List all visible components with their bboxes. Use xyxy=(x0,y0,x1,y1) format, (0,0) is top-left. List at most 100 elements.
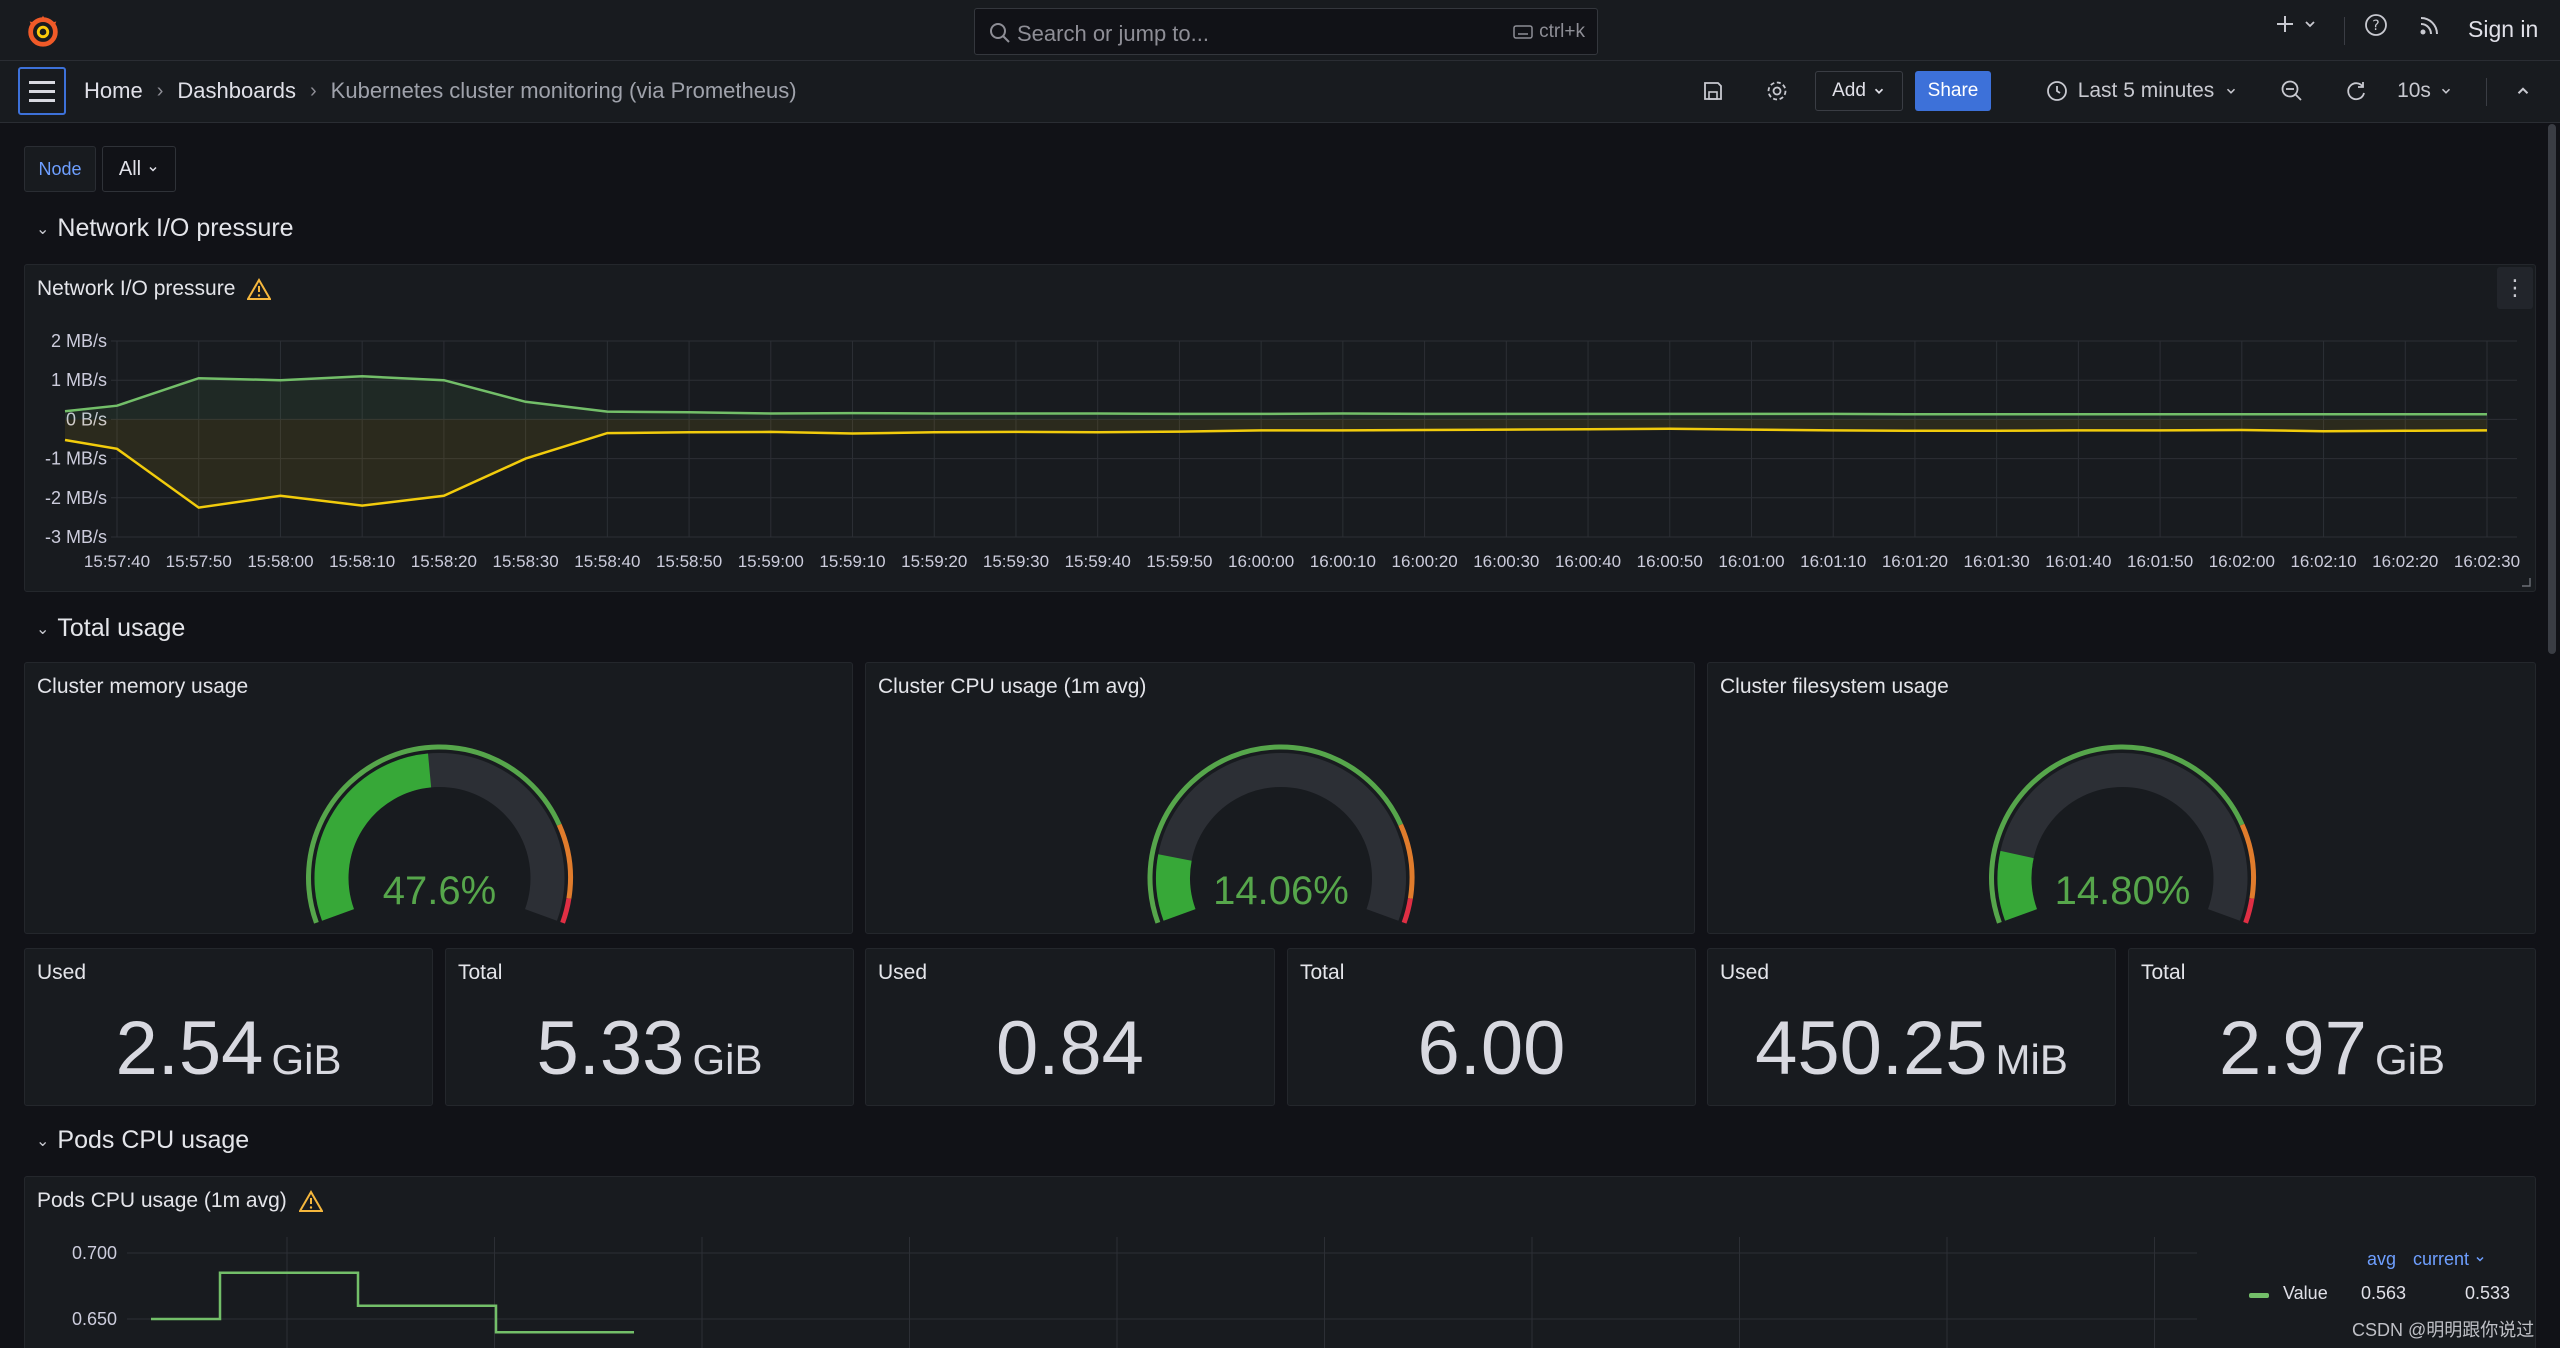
page-scrollbar[interactable] xyxy=(2548,124,2556,654)
panel-menu-icon[interactable]: ⋮ xyxy=(2497,267,2533,309)
new-menu-button[interactable] xyxy=(2274,13,2318,35)
breadcrumb-home[interactable]: Home xyxy=(84,78,143,103)
stat-unit: GiB xyxy=(2374,1036,2445,1083)
warning-icon[interactable] xyxy=(247,278,272,300)
y-tick-label: -1 MB/s xyxy=(45,449,107,469)
x-tick-label: 15:58:50 xyxy=(656,552,722,571)
x-tick-label: 16:01:10 xyxy=(1800,552,1866,571)
stat-number: 2.97 xyxy=(2219,1006,2367,1091)
y-tick-label: -2 MB/s xyxy=(45,488,107,508)
panel-cpu-used: Used 0.84 xyxy=(865,948,1275,1106)
collapse-toolbar-button[interactable] xyxy=(2506,71,2540,111)
row-pods-cpu[interactable]: ⌄ Pods CPU usage xyxy=(36,1126,249,1155)
chevron-down-icon xyxy=(149,166,157,172)
panel-filesystem-total: Total 2.97 GiB xyxy=(2128,948,2536,1106)
node-variable-select[interactable]: All xyxy=(102,146,176,192)
dashboard-nav-bar: Home › Dashboards › Kubernetes cluster m… xyxy=(0,61,2560,123)
add-button-label: Add xyxy=(1832,80,1866,101)
y-tick-label: 1 MB/s xyxy=(51,370,107,390)
x-tick-label: 16:01:30 xyxy=(1964,552,2030,571)
help-circle-icon: ? xyxy=(2365,14,2387,36)
memory-gauge: 47.6% xyxy=(306,744,573,924)
x-tick-label: 16:01:50 xyxy=(2127,552,2193,571)
x-tick-label: 16:00:10 xyxy=(1310,552,1376,571)
y-tick-label: 0.700 xyxy=(72,1243,117,1263)
menu-line xyxy=(29,98,55,102)
row-network-io[interactable]: ⌄ Network I/O pressure xyxy=(36,214,294,243)
chevron-down-icon xyxy=(2476,1256,2484,1262)
help-button[interactable]: ? xyxy=(2364,13,2388,37)
stat-value: 2.54 GiB xyxy=(25,1005,432,1092)
stat-number: 450.25 xyxy=(1755,1006,1988,1091)
gauge-value-arc xyxy=(314,753,432,921)
stat-number: 6.00 xyxy=(1417,1006,1566,1091)
warning-icon[interactable] xyxy=(298,1190,323,1212)
x-tick-label: 16:02:00 xyxy=(2209,552,2275,571)
chevron-down-icon: ⌄ xyxy=(36,620,50,638)
panel-cpu-gauge: Cluster CPU usage (1m avg) 14.06% xyxy=(865,662,1695,934)
keyboard-icon xyxy=(1513,25,1533,39)
panel-title: Total xyxy=(2141,961,2186,984)
zoom-out-button[interactable] xyxy=(2274,71,2310,111)
chevron-down-icon xyxy=(2441,88,2450,94)
menu-toggle-button[interactable] xyxy=(18,67,66,115)
breadcrumb-dashboards[interactable]: Dashboards xyxy=(177,78,296,103)
svg-text:?: ? xyxy=(2372,18,2379,34)
x-tick-label: 16:01:00 xyxy=(1718,552,1784,571)
dashboard-settings-button[interactable] xyxy=(1760,71,1794,111)
panel-title: Cluster filesystem usage xyxy=(1720,675,1949,698)
y-tick-label: 0.650 xyxy=(72,1309,117,1329)
row-total-usage[interactable]: ⌄ Total usage xyxy=(36,614,185,643)
panel-header: Network I/O pressure xyxy=(37,277,272,301)
stat-value: 0.84 xyxy=(866,1005,1274,1092)
gauge-threshold-green xyxy=(1989,744,2245,924)
legend-header-avg[interactable]: avg xyxy=(2367,1249,2397,1269)
panel-filesystem-gauge: Cluster filesystem usage 14.80% xyxy=(1707,662,2536,934)
refresh-interval-picker[interactable]: 10s xyxy=(2390,71,2460,111)
stat-value: 5.33 GiB xyxy=(446,1005,853,1092)
x-tick-label: 16:01:40 xyxy=(2045,552,2111,571)
refresh-button[interactable] xyxy=(2338,71,2374,111)
save-dashboard-button[interactable] xyxy=(1696,71,1730,111)
refresh-interval-label: 10s xyxy=(2397,79,2431,102)
sign-in-link[interactable]: Sign in xyxy=(2468,16,2539,42)
add-button[interactable]: Add xyxy=(1815,71,1903,111)
panel-title: Pods CPU usage (1m avg) xyxy=(37,1189,287,1212)
panel-title: Total xyxy=(458,961,503,984)
y-tick-label: -3 MB/s xyxy=(45,527,107,547)
panel-title: Used xyxy=(37,961,87,984)
menu-line xyxy=(29,80,55,84)
x-tick-label: 15:59:50 xyxy=(1146,552,1212,571)
legend-avg-value: 0.563 xyxy=(2361,1283,2407,1303)
x-tick-label: 16:00:00 xyxy=(1228,552,1294,571)
gauge-threshold-orange xyxy=(556,823,573,899)
legend-header-current[interactable]: current xyxy=(2413,1249,2486,1270)
x-tick-label: 15:57:40 xyxy=(84,552,150,571)
share-button[interactable]: Share xyxy=(1915,71,1991,111)
refresh-icon xyxy=(2347,82,2365,101)
resize-handle-icon[interactable] xyxy=(2521,577,2531,587)
stat-number: 5.33 xyxy=(536,1006,685,1091)
save-icon xyxy=(1704,82,1722,100)
search-input[interactable]: Search or jump to... ctrl+k xyxy=(974,8,1598,55)
x-tick-label: 15:59:40 xyxy=(1065,552,1131,571)
x-tick-label: 15:58:00 xyxy=(247,552,313,571)
panel-network-io: Network I/O pressure ⋮ 2 MB/s 1 MB/s 0 B/s… xyxy=(24,264,2536,592)
x-tick-label: 15:58:30 xyxy=(493,552,559,571)
watermark-text: CSDN @明明跟你说过 xyxy=(2352,1320,2535,1340)
search-placeholder: Search or jump to... xyxy=(1017,21,1209,46)
panel-memory-gauge: Cluster memory usage 47.6% xyxy=(24,662,853,934)
time-range-picker[interactable]: Last 5 minutes xyxy=(2024,71,2260,111)
cpu-gauge: 14.06% xyxy=(1147,744,1415,924)
news-button[interactable] xyxy=(2418,13,2442,37)
x-tick-label: 15:58:10 xyxy=(329,552,395,571)
breadcrumb-separator: › xyxy=(156,79,164,102)
x-tick-label: 16:00:50 xyxy=(1637,552,1703,571)
grafana-logo-icon[interactable] xyxy=(24,12,62,50)
stat-unit: GiB xyxy=(692,1036,763,1083)
legend-series-name[interactable]: Value xyxy=(2283,1283,2328,1303)
gauge-value-text: 14.06% xyxy=(1213,869,1349,913)
chevron-down-icon xyxy=(2227,88,2236,94)
clock-icon xyxy=(2046,81,2067,101)
shortcut-text: ctrl+k xyxy=(1539,21,1585,42)
